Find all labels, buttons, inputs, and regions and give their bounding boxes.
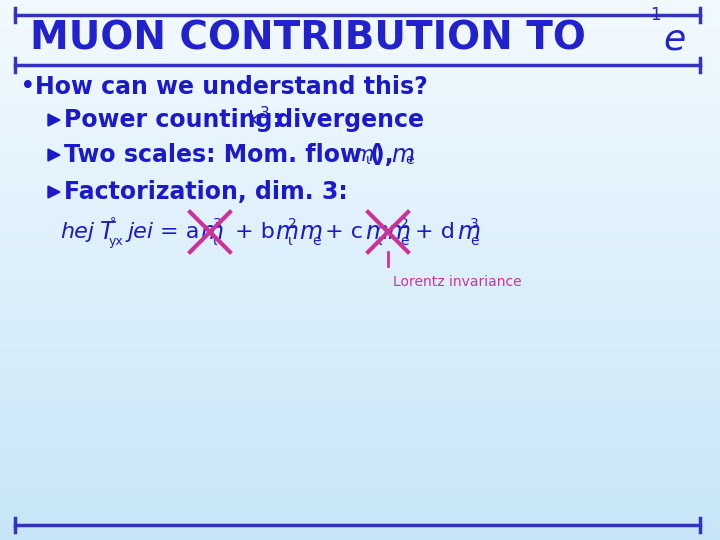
Text: T: T xyxy=(100,220,114,244)
Text: = a: = a xyxy=(160,222,199,242)
Text: k: k xyxy=(248,110,261,130)
Text: m: m xyxy=(391,143,414,167)
Text: m: m xyxy=(387,220,410,244)
Text: m: m xyxy=(275,220,298,244)
Text: hej: hej xyxy=(60,222,94,242)
Text: 2: 2 xyxy=(400,217,409,231)
Polygon shape xyxy=(48,149,60,161)
Text: °: ° xyxy=(110,217,117,230)
Text: m: m xyxy=(200,220,223,244)
Text: 3: 3 xyxy=(260,105,270,120)
Text: •: • xyxy=(20,74,35,100)
Text: e: e xyxy=(663,22,685,56)
Text: ι: ι xyxy=(213,234,217,248)
Text: + d: + d xyxy=(415,222,455,242)
Text: Two scales: Mom. flow (: Two scales: Mom. flow ( xyxy=(64,143,381,167)
Text: 1: 1 xyxy=(650,6,661,24)
Text: m: m xyxy=(457,220,480,244)
Text: 3: 3 xyxy=(470,217,479,231)
Text: ),: ), xyxy=(374,143,402,167)
Text: divergence: divergence xyxy=(268,108,424,132)
Text: 2: 2 xyxy=(288,217,297,231)
Text: e: e xyxy=(400,234,408,248)
Text: e: e xyxy=(405,153,413,167)
Text: e: e xyxy=(312,234,320,248)
Text: ι: ι xyxy=(288,234,292,248)
Text: 3: 3 xyxy=(213,217,222,231)
Text: jei: jei xyxy=(128,222,154,242)
Text: ι: ι xyxy=(378,234,382,248)
Text: m: m xyxy=(353,145,374,165)
Text: MUON CONTRIBUTION TO: MUON CONTRIBUTION TO xyxy=(30,20,586,58)
Text: Factorization, dim. 3:: Factorization, dim. 3: xyxy=(64,180,348,204)
Text: m: m xyxy=(299,220,322,244)
Text: e: e xyxy=(470,234,479,248)
Text: ι: ι xyxy=(366,153,371,167)
Text: + c: + c xyxy=(325,222,363,242)
Text: m: m xyxy=(365,220,388,244)
Text: yx: yx xyxy=(109,235,124,248)
Text: + b: + b xyxy=(235,222,275,242)
Text: How can we understand this?: How can we understand this? xyxy=(35,75,428,99)
Polygon shape xyxy=(48,114,60,126)
Text: Power counting:: Power counting: xyxy=(64,108,282,132)
Polygon shape xyxy=(48,186,60,198)
Text: Lorentz invariance: Lorentz invariance xyxy=(393,275,521,289)
